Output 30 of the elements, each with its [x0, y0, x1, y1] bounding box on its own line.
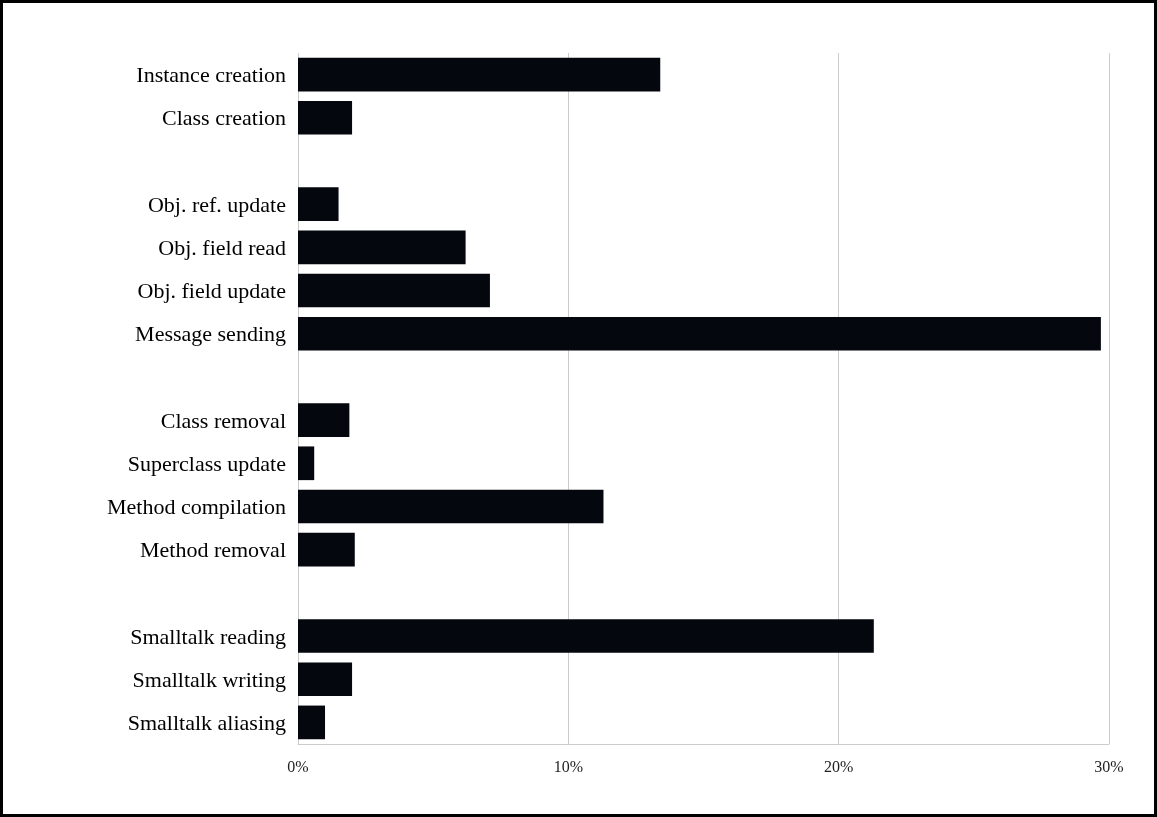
x-tick-label: 10%: [553, 757, 583, 775]
bar: [298, 403, 350, 437]
bar: [298, 446, 315, 481]
y-tick-label: Obj. ref. update: [147, 191, 286, 217]
bar: [298, 489, 604, 524]
x-tick-label: 0%: [287, 757, 309, 775]
bar: [298, 705, 326, 740]
bar: [298, 273, 490, 308]
y-tick-label: Superclass update: [127, 450, 286, 476]
y-tick-label: Obj. field update: [137, 278, 286, 304]
y-tick-label: Method compilation: [106, 493, 286, 519]
x-tick-label: 20%: [824, 757, 854, 775]
bar: [298, 57, 661, 92]
y-tick-label: Instance creation: [136, 62, 286, 88]
y-tick-label: Obj. field read: [158, 234, 286, 260]
y-tick-label: Smalltalk reading: [130, 623, 286, 649]
x-tick-label: 30%: [1094, 757, 1124, 775]
y-tick-label: Message sending: [135, 321, 286, 347]
bar: [298, 187, 339, 221]
bar: [298, 619, 874, 653]
y-tick-label: Smalltalk aliasing: [127, 709, 286, 735]
bar: [298, 662, 353, 697]
y-tick-label: Class creation: [161, 105, 286, 131]
bar: [298, 532, 355, 567]
y-tick-label: Method removal: [139, 537, 286, 563]
bar: [298, 316, 1101, 351]
bar: [298, 100, 353, 135]
y-tick-label: Smalltalk writing: [132, 666, 286, 692]
bar: [298, 230, 466, 265]
y-tick-label: Class removal: [160, 407, 286, 433]
